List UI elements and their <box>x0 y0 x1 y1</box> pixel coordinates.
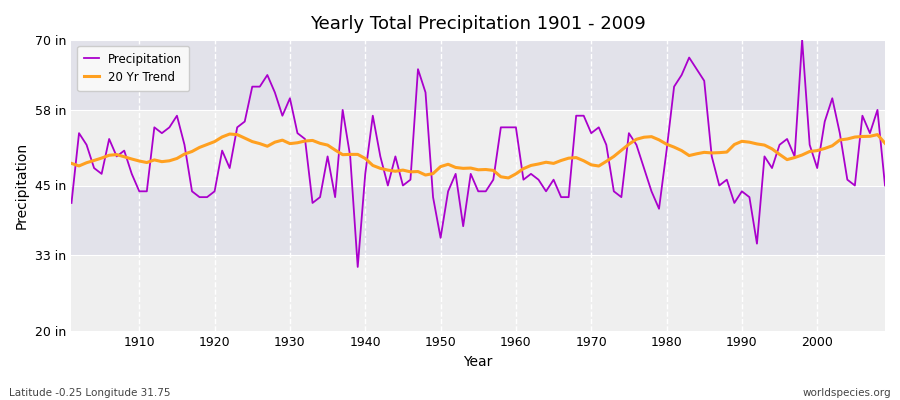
20 Yr Trend <box>300 139 310 144</box>
Line: 20 Yr Trend: 20 Yr Trend <box>71 134 885 178</box>
Precipitation <box>510 125 521 130</box>
20 Yr Trend <box>345 152 356 157</box>
Precipitation <box>352 264 363 269</box>
Precipitation <box>126 172 137 176</box>
Line: Precipitation: Precipitation <box>71 40 885 267</box>
20 Yr Trend <box>503 176 514 180</box>
Precipitation <box>796 38 807 42</box>
Precipitation <box>518 177 529 182</box>
20 Yr Trend <box>224 132 235 136</box>
Text: Latitude -0.25 Longitude 31.75: Latitude -0.25 Longitude 31.75 <box>9 388 170 398</box>
20 Yr Trend <box>526 163 536 168</box>
20 Yr Trend <box>518 166 529 171</box>
20 Yr Trend <box>879 141 890 146</box>
20 Yr Trend <box>616 148 626 153</box>
Precipitation <box>338 108 348 112</box>
Bar <box>71 186 885 255</box>
Precipitation <box>292 131 303 136</box>
Title: Yearly Total Precipitation 1901 - 2009: Yearly Total Precipitation 1901 - 2009 <box>310 15 646 33</box>
Bar <box>71 110 885 186</box>
Bar <box>71 40 885 110</box>
Precipitation <box>608 189 619 194</box>
Y-axis label: Precipitation: Precipitation <box>15 142 29 229</box>
Precipitation <box>66 200 77 205</box>
Precipitation <box>879 183 890 188</box>
Text: worldspecies.org: worldspecies.org <box>803 388 891 398</box>
Bar <box>71 255 885 331</box>
20 Yr Trend <box>126 157 137 162</box>
Legend: Precipitation, 20 Yr Trend: Precipitation, 20 Yr Trend <box>77 46 189 91</box>
X-axis label: Year: Year <box>464 355 493 369</box>
20 Yr Trend <box>66 161 77 166</box>
